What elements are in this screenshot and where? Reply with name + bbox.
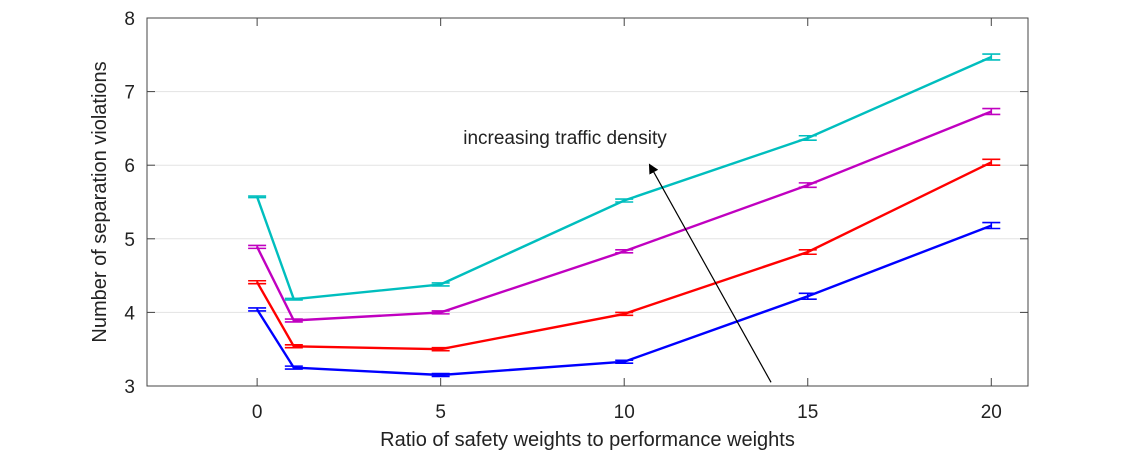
error-bar (284, 318, 303, 323)
annotation-group: increasing traffic density (463, 128, 772, 383)
plot-frame (146, 17, 1029, 387)
error-bar (615, 198, 634, 203)
grid (147, 91, 1028, 313)
series-4 (248, 53, 1001, 301)
x-tick-label: 20 (981, 402, 1002, 423)
x-axis-title: Ratio of safety weights to performance w… (380, 429, 795, 451)
y-tick-label: 3 (124, 377, 135, 398)
error-bar (284, 365, 303, 370)
annotation-arrow (648, 163, 772, 383)
series-1 (248, 221, 1001, 378)
series-line (256, 110, 992, 322)
x-tick-label: 10 (614, 402, 635, 423)
y-tick-label: 5 (124, 230, 135, 251)
x-tick-label: 5 (435, 402, 446, 423)
series-line (255, 55, 992, 301)
annotation-text: increasing traffic density (463, 128, 667, 149)
error-bar (248, 244, 267, 250)
error-bar (284, 297, 303, 301)
error-bar (798, 249, 817, 256)
error-bar (431, 372, 450, 378)
error-bar (615, 249, 634, 254)
error-bar (982, 53, 1001, 61)
y-tick-label: 7 (124, 83, 135, 104)
series-line (256, 161, 992, 351)
error-bar (798, 292, 817, 300)
axes: 3 4 5 6 7 8 0 5 10 15 20 (124, 9, 1028, 423)
series-group (248, 53, 1001, 378)
y-tick-label: 4 (124, 303, 135, 324)
x-tick-label: 0 (252, 402, 263, 423)
error-bar (431, 282, 450, 287)
x-tick-label: 15 (797, 402, 818, 423)
error-bar (798, 182, 817, 189)
series-3 (248, 107, 1001, 323)
error-bar (248, 307, 267, 312)
y-tick-label: 6 (124, 156, 135, 177)
y-tick-label: 8 (124, 9, 135, 30)
error-bar (248, 195, 267, 199)
error-bar (431, 346, 450, 352)
series-2 (248, 158, 1001, 352)
error-bar (615, 311, 634, 317)
error-bar (982, 158, 1001, 166)
y-axis-title: Number of separation violations (89, 61, 111, 342)
error-bar (248, 279, 267, 285)
error-bar (798, 134, 817, 141)
error-bar (431, 310, 450, 315)
error-bar (284, 343, 303, 349)
series-line (256, 224, 992, 377)
error-bar (982, 221, 1001, 230)
error-bar (615, 359, 634, 364)
error-bar (982, 107, 1001, 116)
